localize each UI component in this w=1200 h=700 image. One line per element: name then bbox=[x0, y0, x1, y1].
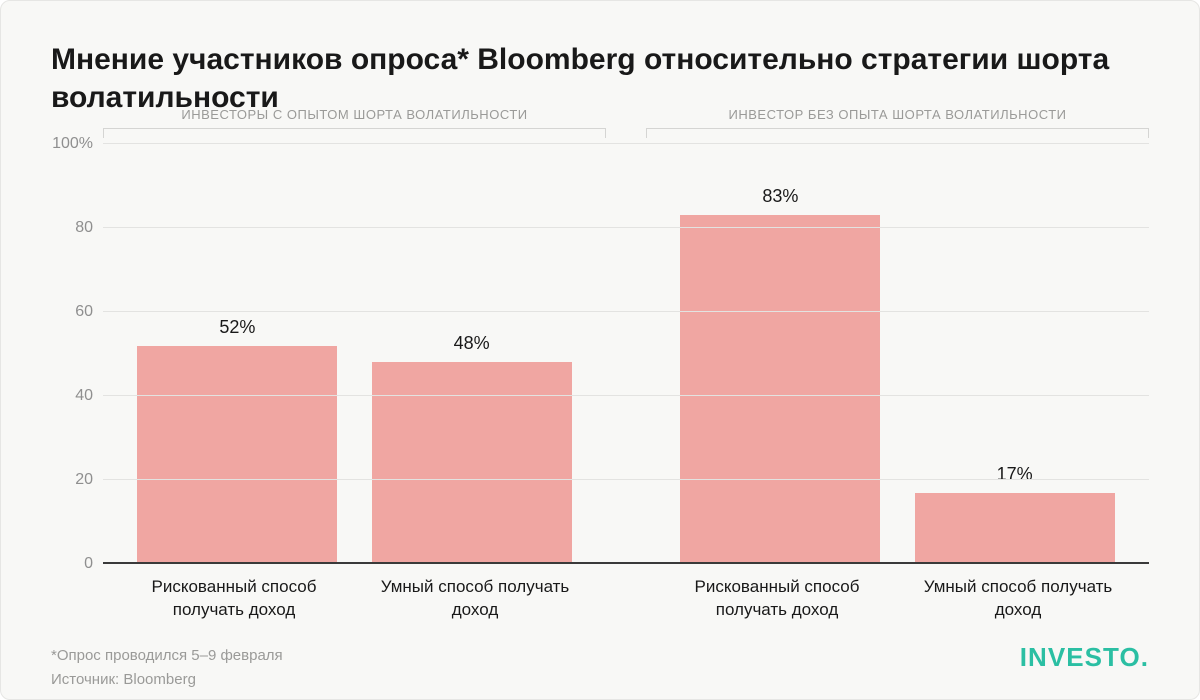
bar bbox=[680, 215, 880, 564]
group-header-bracket bbox=[646, 128, 1149, 138]
brand-text: INVESTO bbox=[1020, 642, 1141, 672]
bars-row: 52% 48% 83% 17% bbox=[103, 144, 1149, 564]
bar bbox=[915, 493, 1115, 564]
bar bbox=[137, 346, 337, 564]
x-axis-label: Умный способ получать доход bbox=[365, 576, 585, 622]
bar bbox=[372, 362, 572, 564]
group-header: ИНВЕСТОР БЕЗ ОПЫТА ШОРТА ВОЛАТИЛЬНОСТИ bbox=[646, 108, 1149, 138]
group-header: ИНВЕСТОРЫ С ОПЫТОМ ШОРТА ВОЛАТИЛЬНОСТИ bbox=[103, 108, 606, 138]
footnote-source: Источник: Bloomberg bbox=[51, 668, 1149, 692]
bar-slot: 83% bbox=[680, 144, 880, 564]
y-tick: 100% bbox=[52, 135, 93, 153]
grid-line bbox=[103, 395, 1149, 396]
bar-value-label: 52% bbox=[219, 317, 255, 338]
group-header-bracket bbox=[103, 128, 606, 138]
bar-value-label: 48% bbox=[454, 333, 490, 354]
grid-line bbox=[103, 227, 1149, 228]
chart-title: Мнение участников опроса* Bloomberg отно… bbox=[51, 41, 1149, 116]
bar-group: 83% 17% bbox=[646, 144, 1149, 564]
x-axis-label: Умный способ получать доход bbox=[908, 576, 1128, 622]
y-tick: 40 bbox=[75, 387, 93, 405]
grid-line bbox=[103, 143, 1149, 144]
bar-slot: 52% bbox=[137, 144, 337, 564]
brand-dot: . bbox=[1141, 642, 1149, 672]
y-axis: 020406080100% bbox=[51, 144, 103, 564]
x-axis-baseline bbox=[103, 562, 1149, 564]
bar-value-label: 83% bbox=[762, 186, 798, 207]
x-label-group: Рискованный способ получать доход Умный с… bbox=[103, 576, 606, 622]
footnotes: *Опрос проводился 5–9 февраля Источник: … bbox=[51, 644, 1149, 692]
y-tick: 0 bbox=[84, 555, 93, 573]
y-tick: 80 bbox=[75, 219, 93, 237]
y-tick: 20 bbox=[75, 471, 93, 489]
y-tick: 60 bbox=[75, 303, 93, 321]
group-headers-row: ИНВЕСТОРЫ С ОПЫТОМ ШОРТА ВОЛАТИЛЬНОСТИ ИН… bbox=[103, 108, 1149, 138]
brand-logo: INVESTO. bbox=[1020, 642, 1149, 673]
bar-slot: 48% bbox=[372, 144, 572, 564]
infographic-card: Мнение участников опроса* Bloomberg отно… bbox=[0, 0, 1200, 700]
group-header-label: ИНВЕСТОР БЕЗ ОПЫТА ШОРТА ВОЛАТИЛЬНОСТИ bbox=[646, 108, 1149, 122]
bar-value-label: 17% bbox=[997, 464, 1033, 485]
bar-group: 52% 48% bbox=[103, 144, 606, 564]
grid-line bbox=[103, 311, 1149, 312]
group-header-label: ИНВЕСТОРЫ С ОПЫТОМ ШОРТА ВОЛАТИЛЬНОСТИ bbox=[103, 108, 606, 122]
x-axis-label: Рискованный способ получать доход bbox=[667, 576, 887, 622]
plot-area: ИНВЕСТОРЫ С ОПЫТОМ ШОРТА ВОЛАТИЛЬНОСТИИН… bbox=[103, 144, 1149, 564]
x-labels-row: Рискованный способ получать доход Умный с… bbox=[103, 576, 1149, 622]
x-label-group: Рискованный способ получать доход Умный с… bbox=[646, 576, 1149, 622]
grid-line bbox=[103, 479, 1149, 480]
x-axis-label: Рискованный способ получать доход bbox=[124, 576, 344, 622]
bar-slot: 17% bbox=[915, 144, 1115, 564]
chart-area: 020406080100% ИНВЕСТОРЫ С ОПЫТОМ ШОРТА В… bbox=[51, 144, 1149, 564]
footnote-note: *Опрос проводился 5–9 февраля bbox=[51, 644, 1149, 668]
